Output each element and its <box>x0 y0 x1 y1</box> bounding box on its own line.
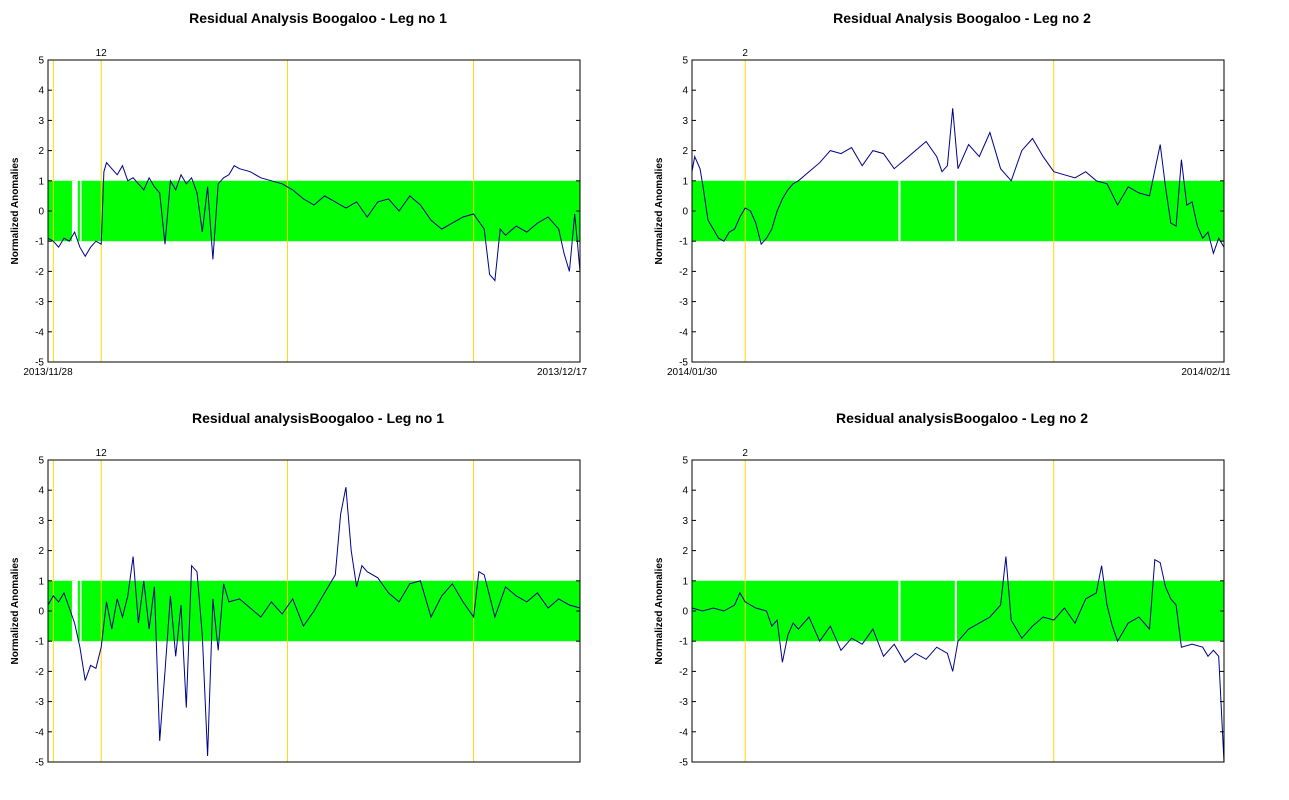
series-line-residuals <box>47 161 581 282</box>
band-gap-2 <box>954 180 957 242</box>
event-marker-label: 2 <box>742 448 748 459</box>
chart-svg-1: Residual Analysis Boogaloo - Leg no 1125… <box>10 10 587 378</box>
y-tick-label: 0 <box>38 607 44 618</box>
y-tick-label: 4 <box>682 486 688 497</box>
event-marker-label: 12 <box>96 48 108 59</box>
y-tick-label: -5 <box>679 358 688 369</box>
y-tick-label: 0 <box>38 207 44 218</box>
chart-panel-2: Residual Analysis Boogaloo - Leg no 2 2 5 4… <box>644 0 1288 400</box>
y-tick-label: -3 <box>679 297 688 308</box>
y-tick-label: 5 <box>682 56 688 67</box>
y-tick-label: -3 <box>35 297 44 308</box>
x-tick-label-end: 2013/12/17 <box>537 367 587 378</box>
band-gap-1 <box>898 180 901 242</box>
y-tick-label: -4 <box>679 727 688 738</box>
x-tick-label-end: 2014/02/11 <box>1181 367 1231 378</box>
y-tick-label: -4 <box>35 327 44 338</box>
y-tick-label: -5 <box>35 358 44 369</box>
series-line-residuals <box>691 108 1225 256</box>
y-tick-label: 1 <box>38 576 44 587</box>
x-tick-label-start: 2014/01/30 <box>667 367 717 378</box>
y-tick-label: 3 <box>682 516 688 527</box>
y-tick-label: 2 <box>38 146 44 157</box>
y-tick-label: 2 <box>682 546 688 557</box>
chart-svg-4: Residual analysisBoogaloo - Leg no 2 2 5 4 3… <box>654 410 1225 769</box>
event-marker-label: 12 <box>96 448 108 459</box>
event-marker-label: 2 <box>742 48 748 59</box>
y-tick-label: 2 <box>682 146 688 157</box>
y-tick-label: 5 <box>38 56 44 67</box>
y-axis-label: Normalized Anomalies <box>654 557 665 664</box>
y-tick-label: 4 <box>38 86 44 97</box>
y-tick-label: -3 <box>35 697 44 708</box>
y-tick-label: 3 <box>38 516 44 527</box>
y-tick-label: 3 <box>38 116 44 127</box>
y-tick-label: -1 <box>679 637 688 648</box>
y-tick-label: -5 <box>35 758 44 769</box>
y-tick-label: -5 <box>679 758 688 769</box>
normal-range-band <box>48 180 580 242</box>
y-tick-label: -2 <box>679 267 688 278</box>
y-axis-label: Normalized Anomalies <box>654 157 665 264</box>
y-tick-label: -1 <box>35 237 44 248</box>
normal-range-band <box>692 580 1224 642</box>
chart-title: Residual Analysis Boogaloo - Leg no 2 <box>833 10 1091 26</box>
y-tick-label: 4 <box>682 86 688 97</box>
band-gap-1 <box>898 580 901 642</box>
chart-svg-2: Residual Analysis Boogaloo - Leg no 2 2 5 4… <box>654 10 1231 378</box>
y-tick-label: 1 <box>38 176 44 187</box>
series-line-residuals <box>47 487 581 757</box>
y-tick-label: 2 <box>38 546 44 557</box>
y-tick-label: 0 <box>682 607 688 618</box>
y-tick-label: -1 <box>679 237 688 248</box>
y-tick-label: -4 <box>35 727 44 738</box>
y-tick-label: -4 <box>679 327 688 338</box>
y-tick-label: 4 <box>38 486 44 497</box>
y-tick-label: 5 <box>38 456 44 467</box>
chart-title: Residual analysisBoogaloo - Leg no 2 <box>836 410 1088 426</box>
band-gap-2 <box>79 580 82 642</box>
x-tick-label-start: 2013/11/28 <box>23 367 73 378</box>
normal-range-band <box>692 180 1224 242</box>
chart-title: Residual analysisBoogaloo - Leg no 1 <box>192 410 444 426</box>
chart-title: Residual Analysis Boogaloo - Leg no 1 <box>189 10 447 26</box>
y-axis-label: Normalized Anomalies <box>10 157 21 264</box>
chart-panel-3: Residual analysisBoogaloo - Leg no 1 12 5 4… <box>0 400 644 800</box>
y-tick-label: -1 <box>35 637 44 648</box>
y-tick-label: 1 <box>682 176 688 187</box>
chart-svg-3: Residual analysisBoogaloo - Leg no 11254… <box>10 410 581 769</box>
chart-panel-1: Residual Analysis Boogaloo - Leg no 1 12 5… <box>0 0 644 400</box>
y-tick-label: -2 <box>679 667 688 678</box>
y-axis-label: Normalized Anomalies <box>10 557 21 664</box>
y-tick-label: 3 <box>682 116 688 127</box>
band-gap-2 <box>79 180 82 242</box>
y-tick-label: 1 <box>682 576 688 587</box>
y-tick-label: -2 <box>35 267 44 278</box>
y-tick-label: -3 <box>679 697 688 708</box>
y-tick-label: 5 <box>682 456 688 467</box>
chart-panel-4: Residual analysisBoogaloo - Leg no 2 2 5 4 3… <box>644 400 1288 800</box>
series-line-residuals <box>691 556 1225 763</box>
y-tick-label: 0 <box>682 207 688 218</box>
band-gap-2 <box>954 580 957 642</box>
band-gap-1 <box>71 180 78 242</box>
y-tick-label: -2 <box>35 667 44 678</box>
band-gap-1 <box>71 580 78 642</box>
